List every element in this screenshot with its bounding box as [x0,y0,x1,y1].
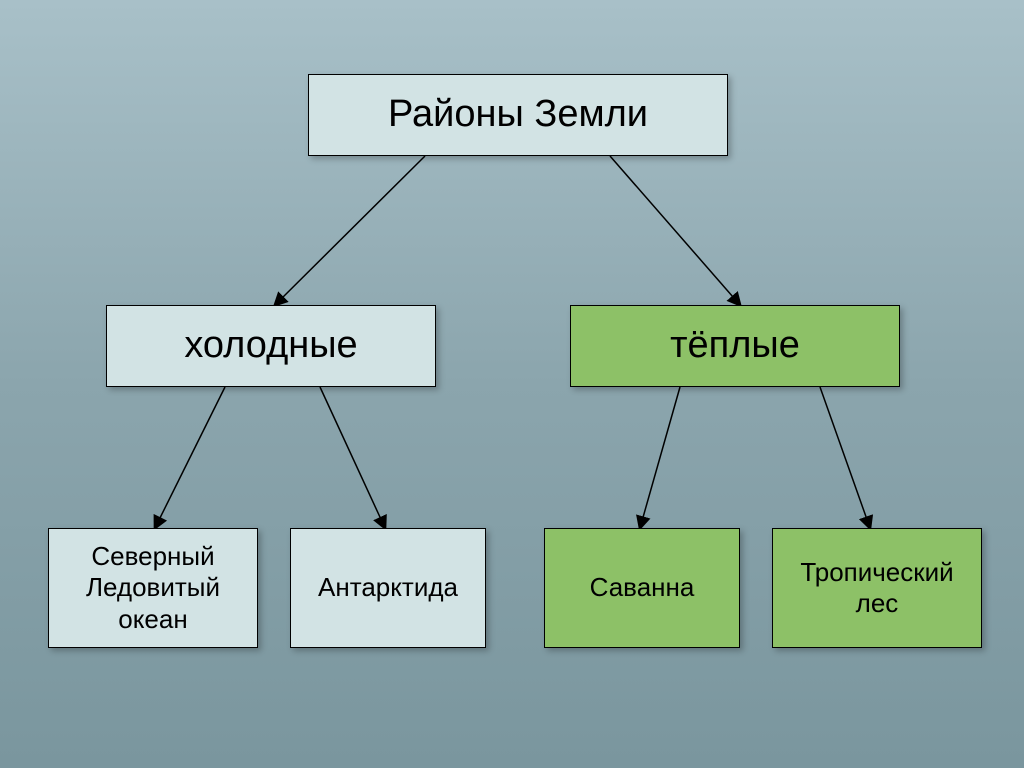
node-root-label: Районы Земли [388,92,648,138]
node-root: Районы Земли [308,74,728,156]
node-arctic: СеверныйЛедовитыйокеан [48,528,258,648]
diagram-container: Районы Земли холодные тёплые СеверныйЛед… [0,0,1024,768]
node-warm: тёплые [570,305,900,387]
node-cold-label: холодные [184,323,357,369]
node-arctic-label: СеверныйЛедовитыйокеан [86,541,220,635]
node-warm-label: тёплые [670,323,800,369]
node-antarctica-label: Антарктида [318,572,458,603]
node-tropical: Тропическийлес [772,528,982,648]
node-savanna: Саванна [544,528,740,648]
node-tropical-label: Тропическийлес [800,557,953,619]
node-cold: холодные [106,305,436,387]
node-antarctica: Антарктида [290,528,486,648]
node-savanna-label: Саванна [590,572,695,603]
